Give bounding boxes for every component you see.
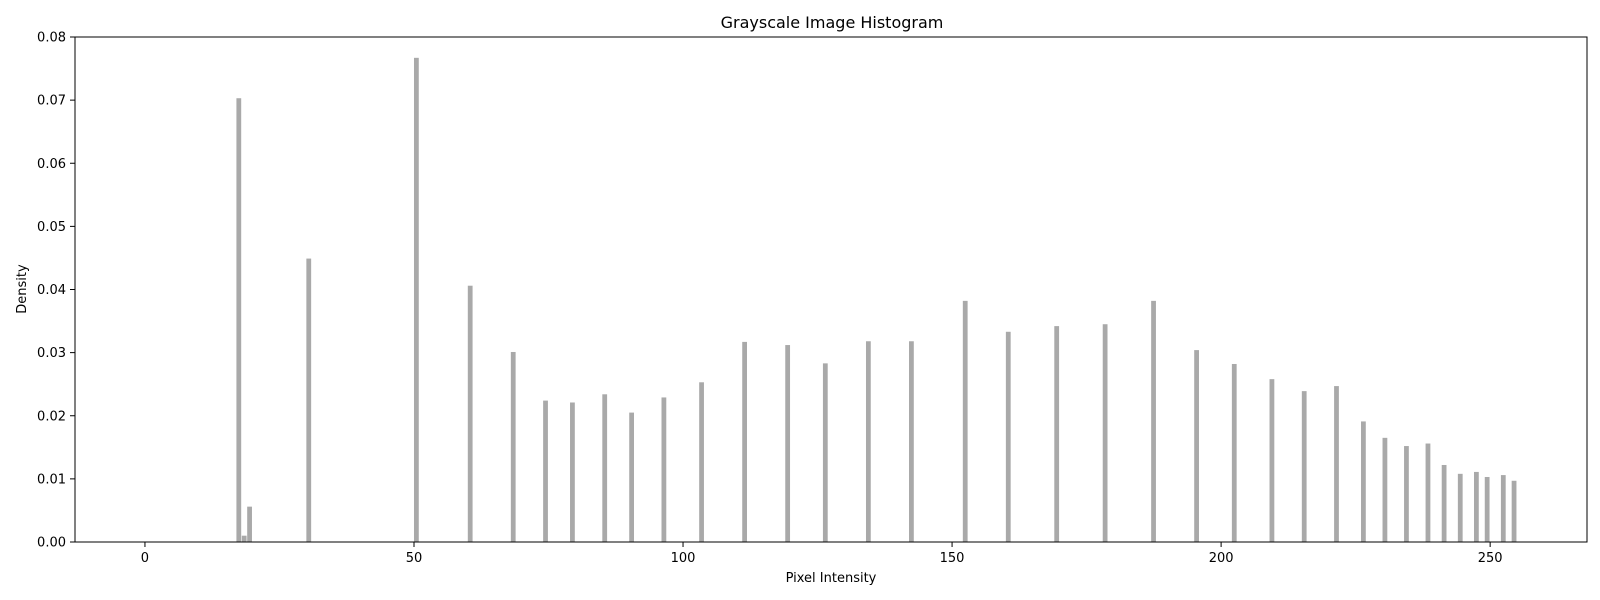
histogram-bar	[822, 363, 828, 542]
histogram-bar	[1334, 386, 1339, 542]
histogram-bar	[661, 397, 667, 542]
chart-title: Grayscale Image Histogram	[721, 13, 944, 32]
histogram-bar	[1441, 464, 1447, 542]
histogram-bar	[467, 285, 473, 542]
plot-frame	[74, 36, 1588, 543]
y-axis-label: Density	[15, 264, 30, 314]
y-tick-label: 0.02	[37, 409, 66, 424]
x-tick-label: 50	[406, 551, 423, 566]
histogram-bar	[1511, 480, 1517, 542]
histogram-bar	[1194, 350, 1199, 542]
histogram-bar	[1361, 421, 1366, 542]
y-tick-label: 0.05	[37, 220, 66, 235]
histogram-bar	[909, 341, 914, 542]
x-axis-label: Pixel Intensity	[786, 571, 877, 586]
x-tick-label: 100	[671, 551, 696, 566]
x-tick-label: 200	[1209, 551, 1234, 566]
histogram-bar	[1382, 437, 1388, 542]
histogram-bar	[602, 394, 608, 542]
histogram-bar	[1231, 363, 1237, 542]
y-tick-label: 0.04	[37, 283, 66, 298]
histogram-bar	[1301, 391, 1307, 542]
y-tick-label: 0.07	[37, 94, 66, 109]
histogram-bar	[570, 402, 575, 542]
histogram-bar	[1151, 300, 1156, 542]
x-tick-label: 0	[141, 551, 149, 566]
x-tick-label: 150	[940, 551, 965, 566]
histogram-bar	[306, 258, 312, 542]
histogram-bar	[1102, 324, 1108, 542]
histogram-bar	[1484, 476, 1490, 542]
histogram-bar	[865, 341, 871, 542]
histogram-bar	[1474, 471, 1479, 542]
x-axis-ticks: 0 50 100 150 200 250	[141, 542, 1503, 566]
histogram-bar	[1500, 475, 1506, 542]
histogram-bar	[241, 535, 247, 542]
histogram-bar	[510, 351, 516, 542]
histogram-bar	[1425, 443, 1431, 542]
y-axis-ticks: 0.00 0.01 0.02 0.03 0.04 0.05 0.06 0.07 0.08	[37, 31, 75, 551]
histogram-bar	[742, 341, 747, 542]
histogram-bar	[1457, 473, 1463, 542]
histogram-bar	[1054, 326, 1060, 542]
y-tick-label: 0.08	[37, 31, 66, 46]
histogram-bar	[543, 400, 548, 542]
histogram-bar	[1404, 446, 1409, 542]
y-tick-label: 0.06	[37, 157, 66, 172]
histogram-bar	[413, 57, 419, 542]
y-tick-label: 0.00	[37, 536, 66, 551]
bars-group	[236, 57, 1517, 542]
histogram-bar	[1269, 379, 1275, 542]
histogram-bar	[247, 506, 252, 542]
histogram-bar	[699, 382, 704, 542]
y-tick-label: 0.01	[37, 472, 66, 487]
histogram-bar	[1005, 331, 1011, 542]
x-tick-label: 250	[1478, 551, 1503, 566]
histogram-bar	[962, 300, 968, 542]
histogram-bar	[785, 345, 791, 542]
y-tick-label: 0.03	[37, 346, 66, 361]
histogram-bar	[629, 412, 634, 542]
histogram-bar	[236, 98, 242, 542]
